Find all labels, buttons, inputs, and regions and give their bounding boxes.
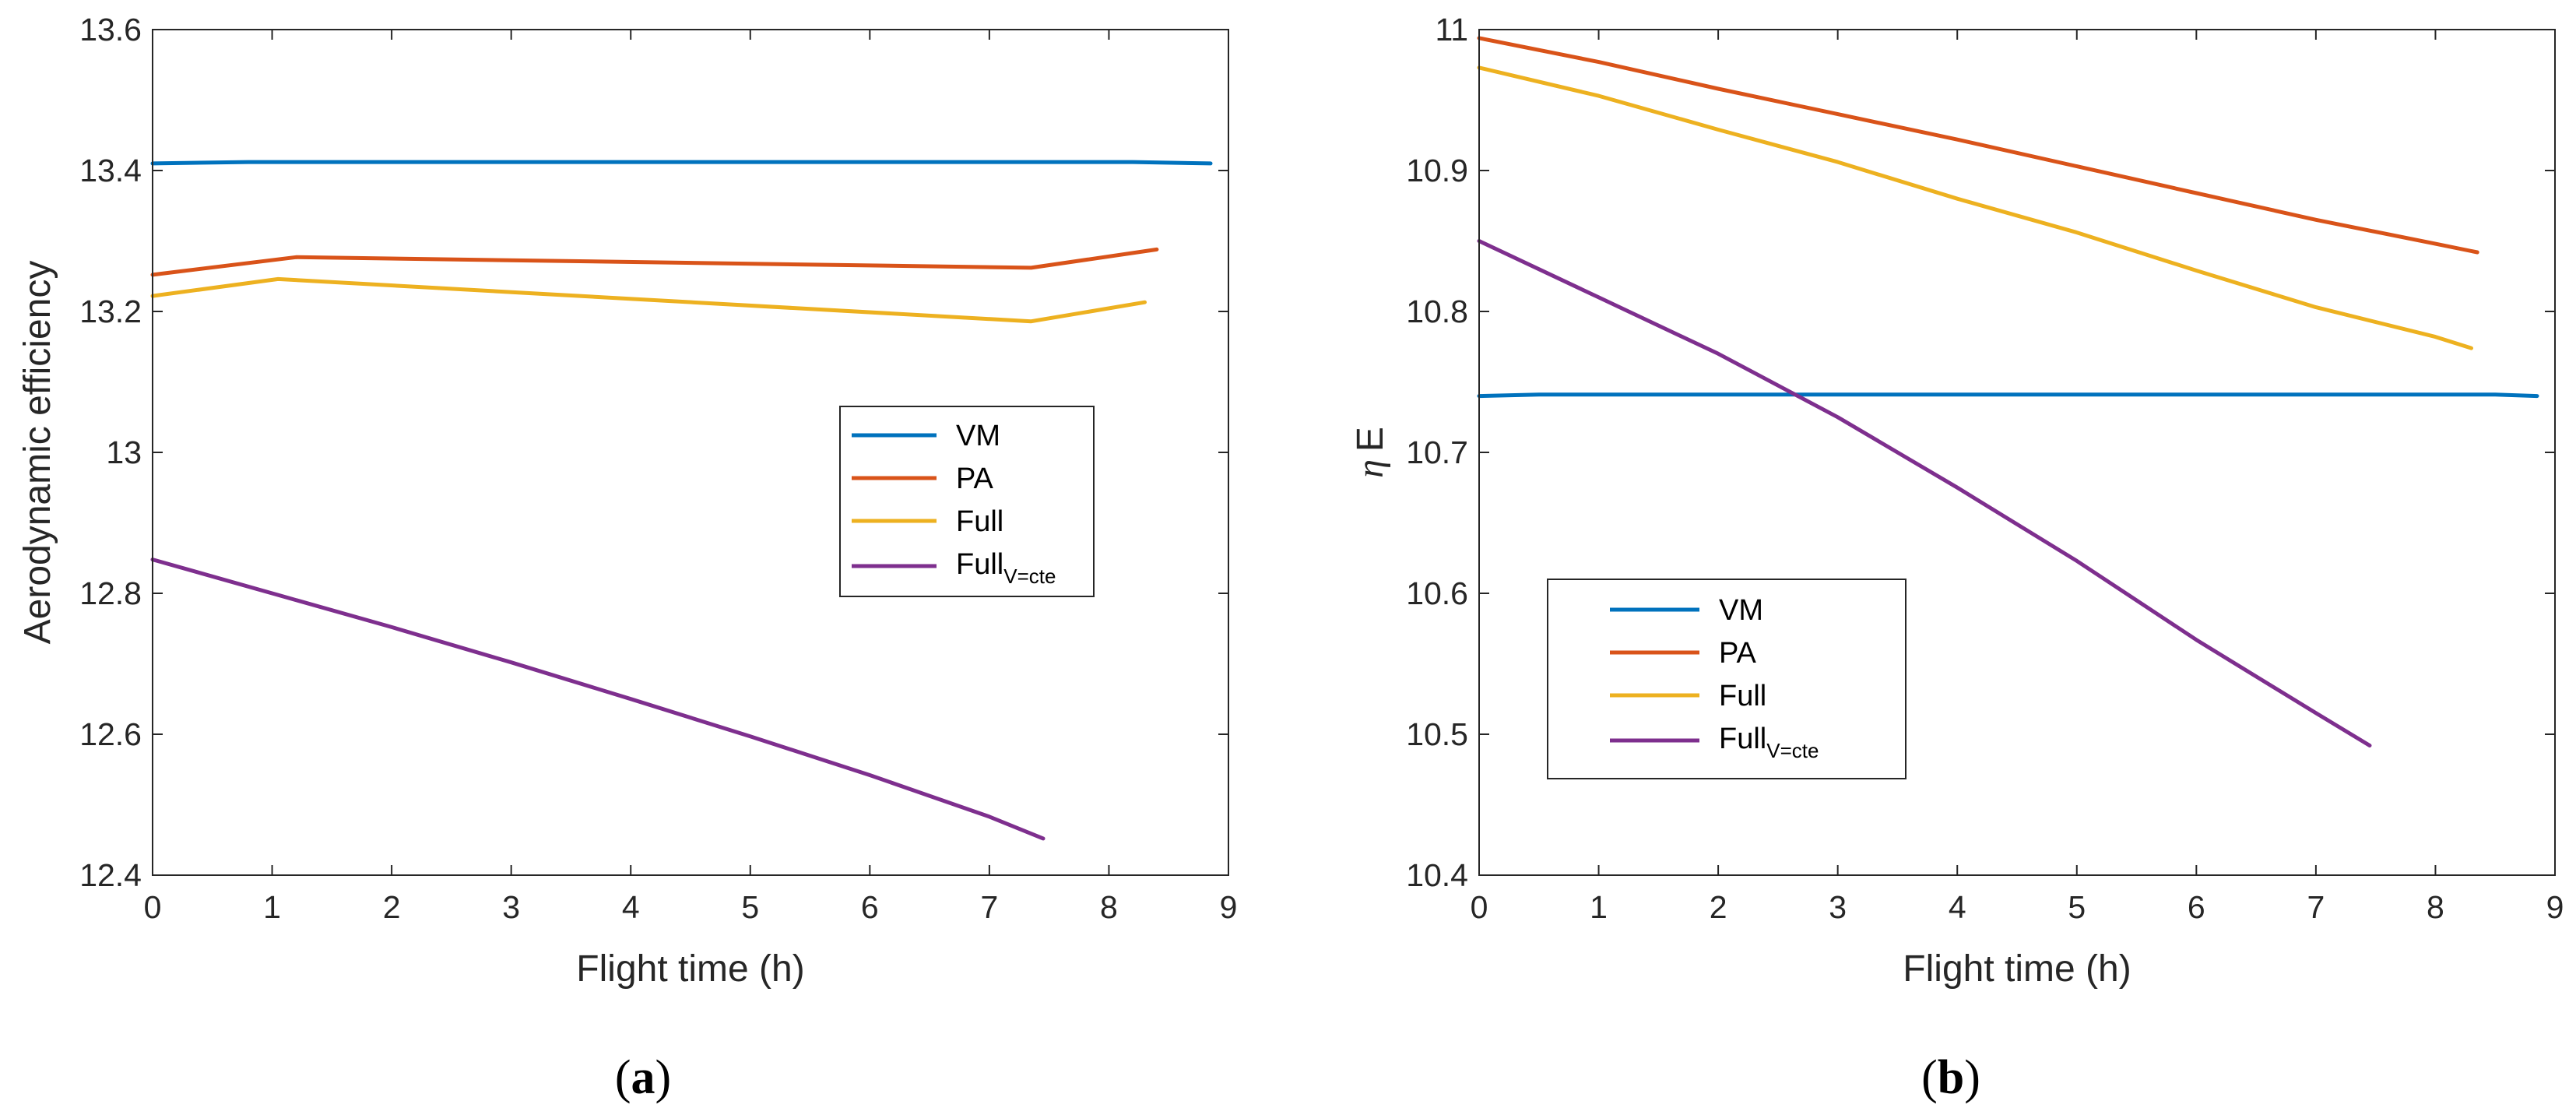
x-tick-label-b: 0	[1471, 889, 1488, 925]
panel-caption-b: (b)	[1921, 1051, 1980, 1104]
legend-label-pa-a: PA	[956, 463, 994, 495]
y-tick-label-b: 10.6	[1406, 575, 1468, 611]
legend-label-full-vcte-a: FullV=cte	[956, 548, 1056, 588]
y-axis-title-b: ηE	[1350, 427, 1391, 478]
series-line-vm-b	[1477, 392, 2539, 399]
panel-caption-a: (a)	[615, 1051, 671, 1104]
x-tick-label-a: 1	[263, 889, 281, 925]
legend-label-vm-a: VM	[956, 420, 1000, 452]
panel-caption-a-letter: a	[631, 1051, 655, 1104]
x-tick-label-a: 6	[861, 889, 879, 925]
y-tick-label-b: 11	[1435, 12, 1468, 47]
chart-panel-b: 0 1 2 3 4 5 6 7 8 9 10.4 10.5 10.6 10.7 10.8 10.9 11 Fli…	[1350, 12, 2564, 990]
legend-box-b	[1547, 579, 1907, 779]
y-tick-label-a: 13.2	[79, 294, 142, 329]
panel-caption-b-open: (	[1921, 1051, 1938, 1104]
legend-label-full-vcte-b: FullV=cte	[1719, 723, 1819, 762]
y-tick-label-a: 12.8	[79, 575, 142, 611]
series-line-pa-a	[150, 247, 1159, 277]
x-tick-label-a: 2	[383, 889, 401, 925]
x-tick-label-b: 1	[1590, 889, 1608, 925]
x-tick-label-b: 2	[1710, 889, 1727, 925]
series-lines-a	[150, 160, 1213, 841]
x-tick-label-b: 6	[2188, 889, 2205, 925]
x-axis-title-b: Flight time (h)	[1903, 948, 2131, 990]
y-tick-label-b: 10.5	[1406, 716, 1468, 752]
x-tick-label-a: 4	[622, 889, 640, 925]
x-tick-label-b: 4	[1949, 889, 1966, 925]
legend-label-full-b: Full	[1719, 680, 1766, 712]
chart-panel-a: 0 1 2 3 4 5 6 7 8 9 12.4 12.6 12.8 13 13.2 13.4 13.6 Fli…	[17, 12, 1237, 990]
y-axis-title-symbol-b: η	[1350, 459, 1391, 478]
series-line-pa-b	[1477, 36, 2479, 255]
panel-caption-a-close: )	[655, 1051, 672, 1104]
x-tick-label-b: 9	[2546, 889, 2564, 925]
x-tick-label-b: 8	[2427, 889, 2444, 925]
legend-label-full-vcte-sub-a: V=cte	[1003, 565, 1056, 588]
series-line-full-v-cte-a	[150, 558, 1046, 841]
x-tick-label-b: 3	[1829, 889, 1847, 925]
x-axis-title-a: Flight time (h)	[576, 948, 804, 990]
panel-caption-b-letter: b	[1938, 1051, 1964, 1104]
legend-b: VM PA Full FullV=cte	[1547, 579, 1907, 779]
y-tick-label-b: 10.7	[1406, 434, 1468, 470]
y-axis-title-a: Aerodynamic efficiency	[17, 261, 58, 645]
series-line-full-v-cte-b	[1477, 239, 2372, 747]
y-tick-label-b: 10.8	[1406, 294, 1468, 329]
y-tick-label-a: 13.6	[79, 12, 142, 47]
series-lines-b	[1477, 36, 2539, 747]
axes-box-a	[152, 29, 1229, 876]
y-tick-label-b: 10.4	[1406, 857, 1468, 893]
legend-label-full-vcte-sub-b: V=cte	[1766, 739, 1819, 762]
y-tick-label-a: 12.4	[79, 857, 142, 893]
legend-a: VM PA Full FullV=cte	[839, 406, 1095, 597]
y-tick-label-b: 10.9	[1406, 153, 1468, 188]
ticks-a: 0 1 2 3 4 5 6 7 8 9 12.4 12.6 12.8 13 13.2 13.4 13.6	[79, 12, 1237, 925]
x-tick-label-a: 8	[1100, 889, 1118, 925]
x-tick-label-a: 5	[741, 889, 759, 925]
y-tick-label-a: 13	[106, 434, 142, 470]
legend-label-pa-b: PA	[1719, 637, 1757, 670]
x-tick-label-a: 9	[1220, 889, 1238, 925]
legend-label-full-vcte-main-b: Full	[1719, 723, 1766, 755]
y-axis-title-text-b: E	[1350, 427, 1391, 452]
y-tick-label-a: 13.4	[79, 153, 142, 188]
legend-label-vm-b: VM	[1719, 594, 1763, 627]
series-line-full-a	[150, 276, 1147, 324]
x-tick-label-a: 3	[502, 889, 520, 925]
ticks-b: 0 1 2 3 4 5 6 7 8 9 10.4 10.5 10.6 10.7 10.8 10.9 11	[1406, 12, 2564, 925]
y-tick-label-a: 12.6	[79, 716, 142, 752]
x-tick-label-a: 0	[144, 889, 162, 925]
legend-label-full-vcte-main-a: Full	[956, 548, 1003, 581]
series-line-full-b	[1477, 65, 2473, 350]
x-tick-label-a: 7	[980, 889, 998, 925]
panel-caption-a-open: (	[615, 1051, 631, 1104]
x-tick-label-b: 5	[2068, 889, 2086, 925]
panel-caption-b-close: )	[1964, 1051, 1980, 1104]
legend-label-full-a: Full	[956, 505, 1003, 538]
axes-box-b	[1478, 29, 2556, 876]
x-tick-label-b: 7	[2307, 889, 2325, 925]
series-line-vm-a	[150, 160, 1213, 166]
